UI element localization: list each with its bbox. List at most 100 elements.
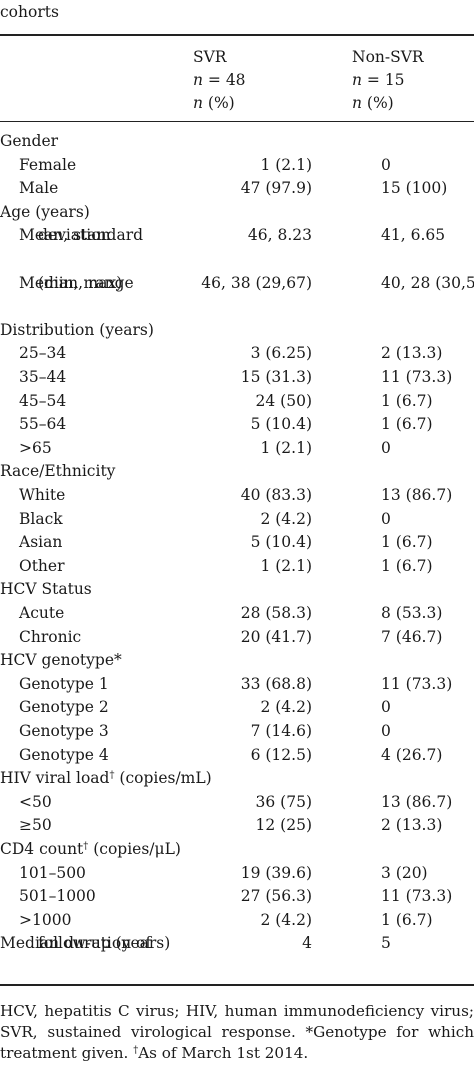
cell-svr: 5 (10.4) [250,533,312,552]
table-row: 25–34 3 (6.25) 2 (13.3) [0,342,474,366]
section-row: CD4 count† (copies/μL) [0,838,474,862]
footnote-text: HCV, hepatitis C virus; HIV, human immun… [0,1002,474,1062]
column-header-svr: SVR n = 48 n (%) [193,46,246,115]
cell-nonsvr: 15 (100) [381,179,448,198]
table-footnote: HCV, hepatitis C virus; HIV, human immun… [0,1001,474,1064]
section-row: Gender [0,130,474,154]
svr-pct-symbol: n [193,94,203,112]
section-row: HIV viral load† (copies/mL) [0,767,474,791]
cell-svr: 33 (68.8) [240,674,312,693]
row-label-text: Mean, standard [19,226,144,245]
nonsvr-pct: n (%) [352,92,424,115]
cell-svr: 5 (10.4) [250,415,312,434]
cell-svr: 3 (6.25) [250,344,312,363]
cell-svr: 28 (58.3) [240,604,312,622]
cell-svr: 47 (97.9) [240,179,312,198]
cell-nonsvr: 1 (6.7) [381,910,433,929]
cell-svr: 1 (2.1) [260,438,312,457]
row-label-text: 45–54 [19,391,67,410]
svr-n-value: = 48 [202,71,246,89]
row-label: ≥50 [19,814,52,838]
row-label-text: 501–1000 [19,887,96,906]
row-label-text: Genotype 2 [19,698,109,717]
row-label: White [19,484,65,508]
row-label: Distribution (years) [0,319,154,343]
table-row: Genotype 3 7 (14.6) 0 [0,720,474,744]
cell-nonsvr: 1 (6.7) [381,533,433,552]
section-row: Distribution (years) [0,319,474,343]
table-row: Genotype 2 2 (4.2) 0 [0,696,474,720]
svr-n-symbol: n [193,71,203,89]
row-label: Age (years) [0,201,90,225]
row-label: 501–1000 [19,885,96,909]
row-label-text: Gender [0,132,59,150]
row-label: Asian [19,531,62,555]
cell-svr: 1 (2.1) [260,556,312,575]
row-label-text: Asian [19,533,63,552]
table-row: Asian 5 (10.4) 1 (6.7) [0,531,474,555]
table-row: 45–54 24 (50) 1 (6.7) [0,390,474,414]
dagger-mark: † [83,841,89,852]
cell-nonsvr: 0 [381,438,391,457]
cell-nonsvr: 13 (86.7) [381,792,453,811]
footnote-text-after: As of March 1st 2014. [138,1044,309,1062]
cell-nonsvr: 8 (53.3) [381,604,443,622]
row-label: Median, range [19,272,134,296]
svr-pct: n (%) [193,92,246,115]
row-label: Chronic [19,626,81,650]
cell-nonsvr: 41, 6.65 [381,226,446,245]
table-row: Chronic 20 (41.7) 7 (46.7) [0,626,474,650]
cell-nonsvr: 40, 28 (30,58) [381,273,474,292]
row-label-unit: (copies/μL) [88,840,181,858]
section-row: HCV genotype* [0,649,474,673]
table-row: Mean, standard deviation 46, 8.23 41, 6.65 [0,224,474,248]
row-label-text: Age (years) [0,202,90,221]
row-label: HCV genotype* [0,649,122,673]
row-label-text: Median duration of [0,934,152,953]
row-label: Mean, standard [19,224,143,248]
row-label: Male [19,177,58,201]
cell-nonsvr: 0 [381,698,391,717]
cell-svr: 7 (14.6) [250,722,312,740]
table-row: >1000 2 (4.2) 1 (6.7) [0,909,474,933]
cell-nonsvr: 1 (6.7) [381,556,433,575]
table-row: Black 2 (4.2) 0 [0,508,474,532]
row-label: Genotype 4 [19,744,109,768]
header-rule [0,121,474,122]
cell-svr: 20 (41.7) [240,627,312,646]
row-label-text: 101–500 [19,863,86,882]
row-label-text: Median, range [19,273,134,292]
row-label-text: Race/Ethnicity [0,462,116,481]
svr-pct-rest: (%) [202,94,235,112]
cell-svr: 24 (50) [255,391,312,410]
table-row: Genotype 4 6 (12.5) 4 (26.7) [0,744,474,768]
cell-nonsvr: 5 [381,934,391,953]
table-row: Female 1 (2.1) 0 [0,154,474,178]
row-label-text: HIV viral load [0,769,110,788]
row-label-text: Genotype 4 [19,745,109,764]
cell-svr: 19 (39.6) [240,863,312,882]
table-row: 35–44 15 (31.3) 11 (73.3) [0,366,474,390]
row-label-text: <50 [19,792,52,811]
row-label-text: Genotype 1 [19,674,109,693]
row-label: Genotype 1 [19,673,109,697]
table-row: White 40 (83.3) 13 (86.7) [0,484,474,508]
cell-svr: 2 (4.2) [260,509,312,528]
row-label-text: Distribution (years) [0,320,154,339]
section-row: Age (years) [0,201,474,225]
nonsvr-pct-symbol: n [352,94,362,112]
table-row: Genotype 1 33 (68.8) 11 (73.3) [0,673,474,697]
cell-nonsvr: 2 (13.3) [381,816,443,835]
table-row: Male 47 (97.9) 15 (100) [0,177,474,201]
cell-svr: 4 [302,934,312,953]
table-caption: cohorts [0,3,59,21]
row-label: CD4 count† (copies/μL) [0,838,181,862]
cell-nonsvr: 2 (13.3) [381,344,443,363]
nonsvr-n: n = 15 [352,69,424,92]
section-row: Race/Ethnicity [0,460,474,484]
table-row: <50 36 (75) 13 (86.7) [0,791,474,815]
row-label: Genotype 2 [19,696,109,720]
row-label-text: Chronic [19,627,82,646]
nonsvr-name: Non-SVR [352,48,424,66]
row-label-text: 35–44 [19,368,67,386]
